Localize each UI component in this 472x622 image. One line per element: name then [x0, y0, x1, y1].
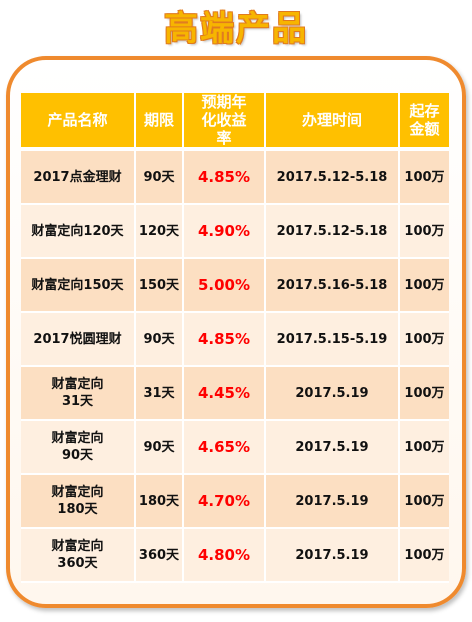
cell-time: 2017.5.16-5.18 [265, 258, 400, 313]
cell-time: 2017.5.19 [265, 420, 400, 475]
cell-rate: 4.85% [183, 149, 266, 205]
cell-product-name: 财富定向180天 [21, 474, 136, 529]
cell-min-amount: 100万 [399, 528, 449, 583]
cell-term: 90天 [135, 312, 184, 367]
cell-term: 90天 [135, 420, 184, 475]
cell-min-amount: 100万 [399, 204, 449, 259]
table-row: 财富定向180天 180天 4.70% 2017.5.19 100万 [21, 474, 449, 529]
cell-term: 180天 [135, 474, 184, 529]
cell-rate: 4.90% [183, 204, 266, 259]
cell-term: 31天 [135, 366, 184, 421]
table-row: 财富定向31天 31天 4.45% 2017.5.19 100万 [21, 366, 449, 421]
header-processing-time: 办理时间 [265, 93, 400, 151]
cell-min-amount: 100万 [399, 258, 449, 313]
cell-min-amount: 100万 [399, 149, 449, 205]
cell-min-amount: 100万 [399, 474, 449, 529]
cell-rate: 4.65% [183, 420, 266, 475]
cell-term: 360天 [135, 528, 184, 583]
cell-term: 90天 [135, 149, 184, 205]
table-row: 财富定向90天 90天 4.65% 2017.5.19 100万 [21, 420, 449, 475]
table-row: 2017点金理财 90天 4.85% 2017.5.12-5.18 100万 [21, 149, 449, 205]
cell-product-name: 2017点金理财 [21, 149, 136, 205]
page-title: 高端产品 [164, 9, 308, 49]
cell-min-amount: 100万 [399, 366, 449, 421]
cell-product-name: 财富定向360天 [21, 528, 136, 583]
cell-rate: 4.45% [183, 366, 266, 421]
cell-product-name: 财富定向90天 [21, 420, 136, 475]
cell-time: 2017.5.12-5.18 [265, 149, 400, 205]
cell-min-amount: 100万 [399, 312, 449, 367]
header-term: 期限 [135, 93, 184, 151]
cell-time: 2017.5.19 [265, 366, 400, 421]
cell-product-name: 2017悦圆理财 [21, 312, 136, 367]
cell-term: 150天 [135, 258, 184, 313]
table-header-row: 产品名称 期限 预期年化收益率 办理时间 起存金额 [21, 93, 449, 151]
table-row: 财富定向360天 360天 4.80% 2017.5.19 100万 [21, 528, 449, 583]
products-table: 产品名称 期限 预期年化收益率 办理时间 起存金额 2017点金理财 90天 4… [21, 93, 449, 583]
cell-rate: 5.00% [183, 258, 266, 313]
header-expected-rate: 预期年化收益率 [183, 93, 266, 151]
cell-product-name: 财富定向150天 [21, 258, 136, 313]
cell-term: 120天 [135, 204, 184, 259]
table-row: 2017悦圆理财 90天 4.85% 2017.5.15-5.19 100万 [21, 312, 449, 367]
table-row: 财富定向150天 150天 5.00% 2017.5.16-5.18 100万 [21, 258, 449, 313]
cell-time: 2017.5.19 [265, 474, 400, 529]
cell-rate: 4.85% [183, 312, 266, 367]
header-product-name: 产品名称 [21, 93, 136, 151]
cell-rate: 4.80% [183, 528, 266, 583]
cell-time: 2017.5.19 [265, 528, 400, 583]
table-row: 财富定向120天 120天 4.90% 2017.5.12-5.18 100万 [21, 204, 449, 259]
cell-time: 2017.5.15-5.19 [265, 312, 400, 367]
cell-rate: 4.70% [183, 474, 266, 529]
cell-product-name: 财富定向31天 [21, 366, 136, 421]
cell-product-name: 财富定向120天 [21, 204, 136, 259]
cell-time: 2017.5.12-5.18 [265, 204, 400, 259]
header-min-amount: 起存金额 [399, 93, 449, 151]
cell-min-amount: 100万 [399, 420, 449, 475]
